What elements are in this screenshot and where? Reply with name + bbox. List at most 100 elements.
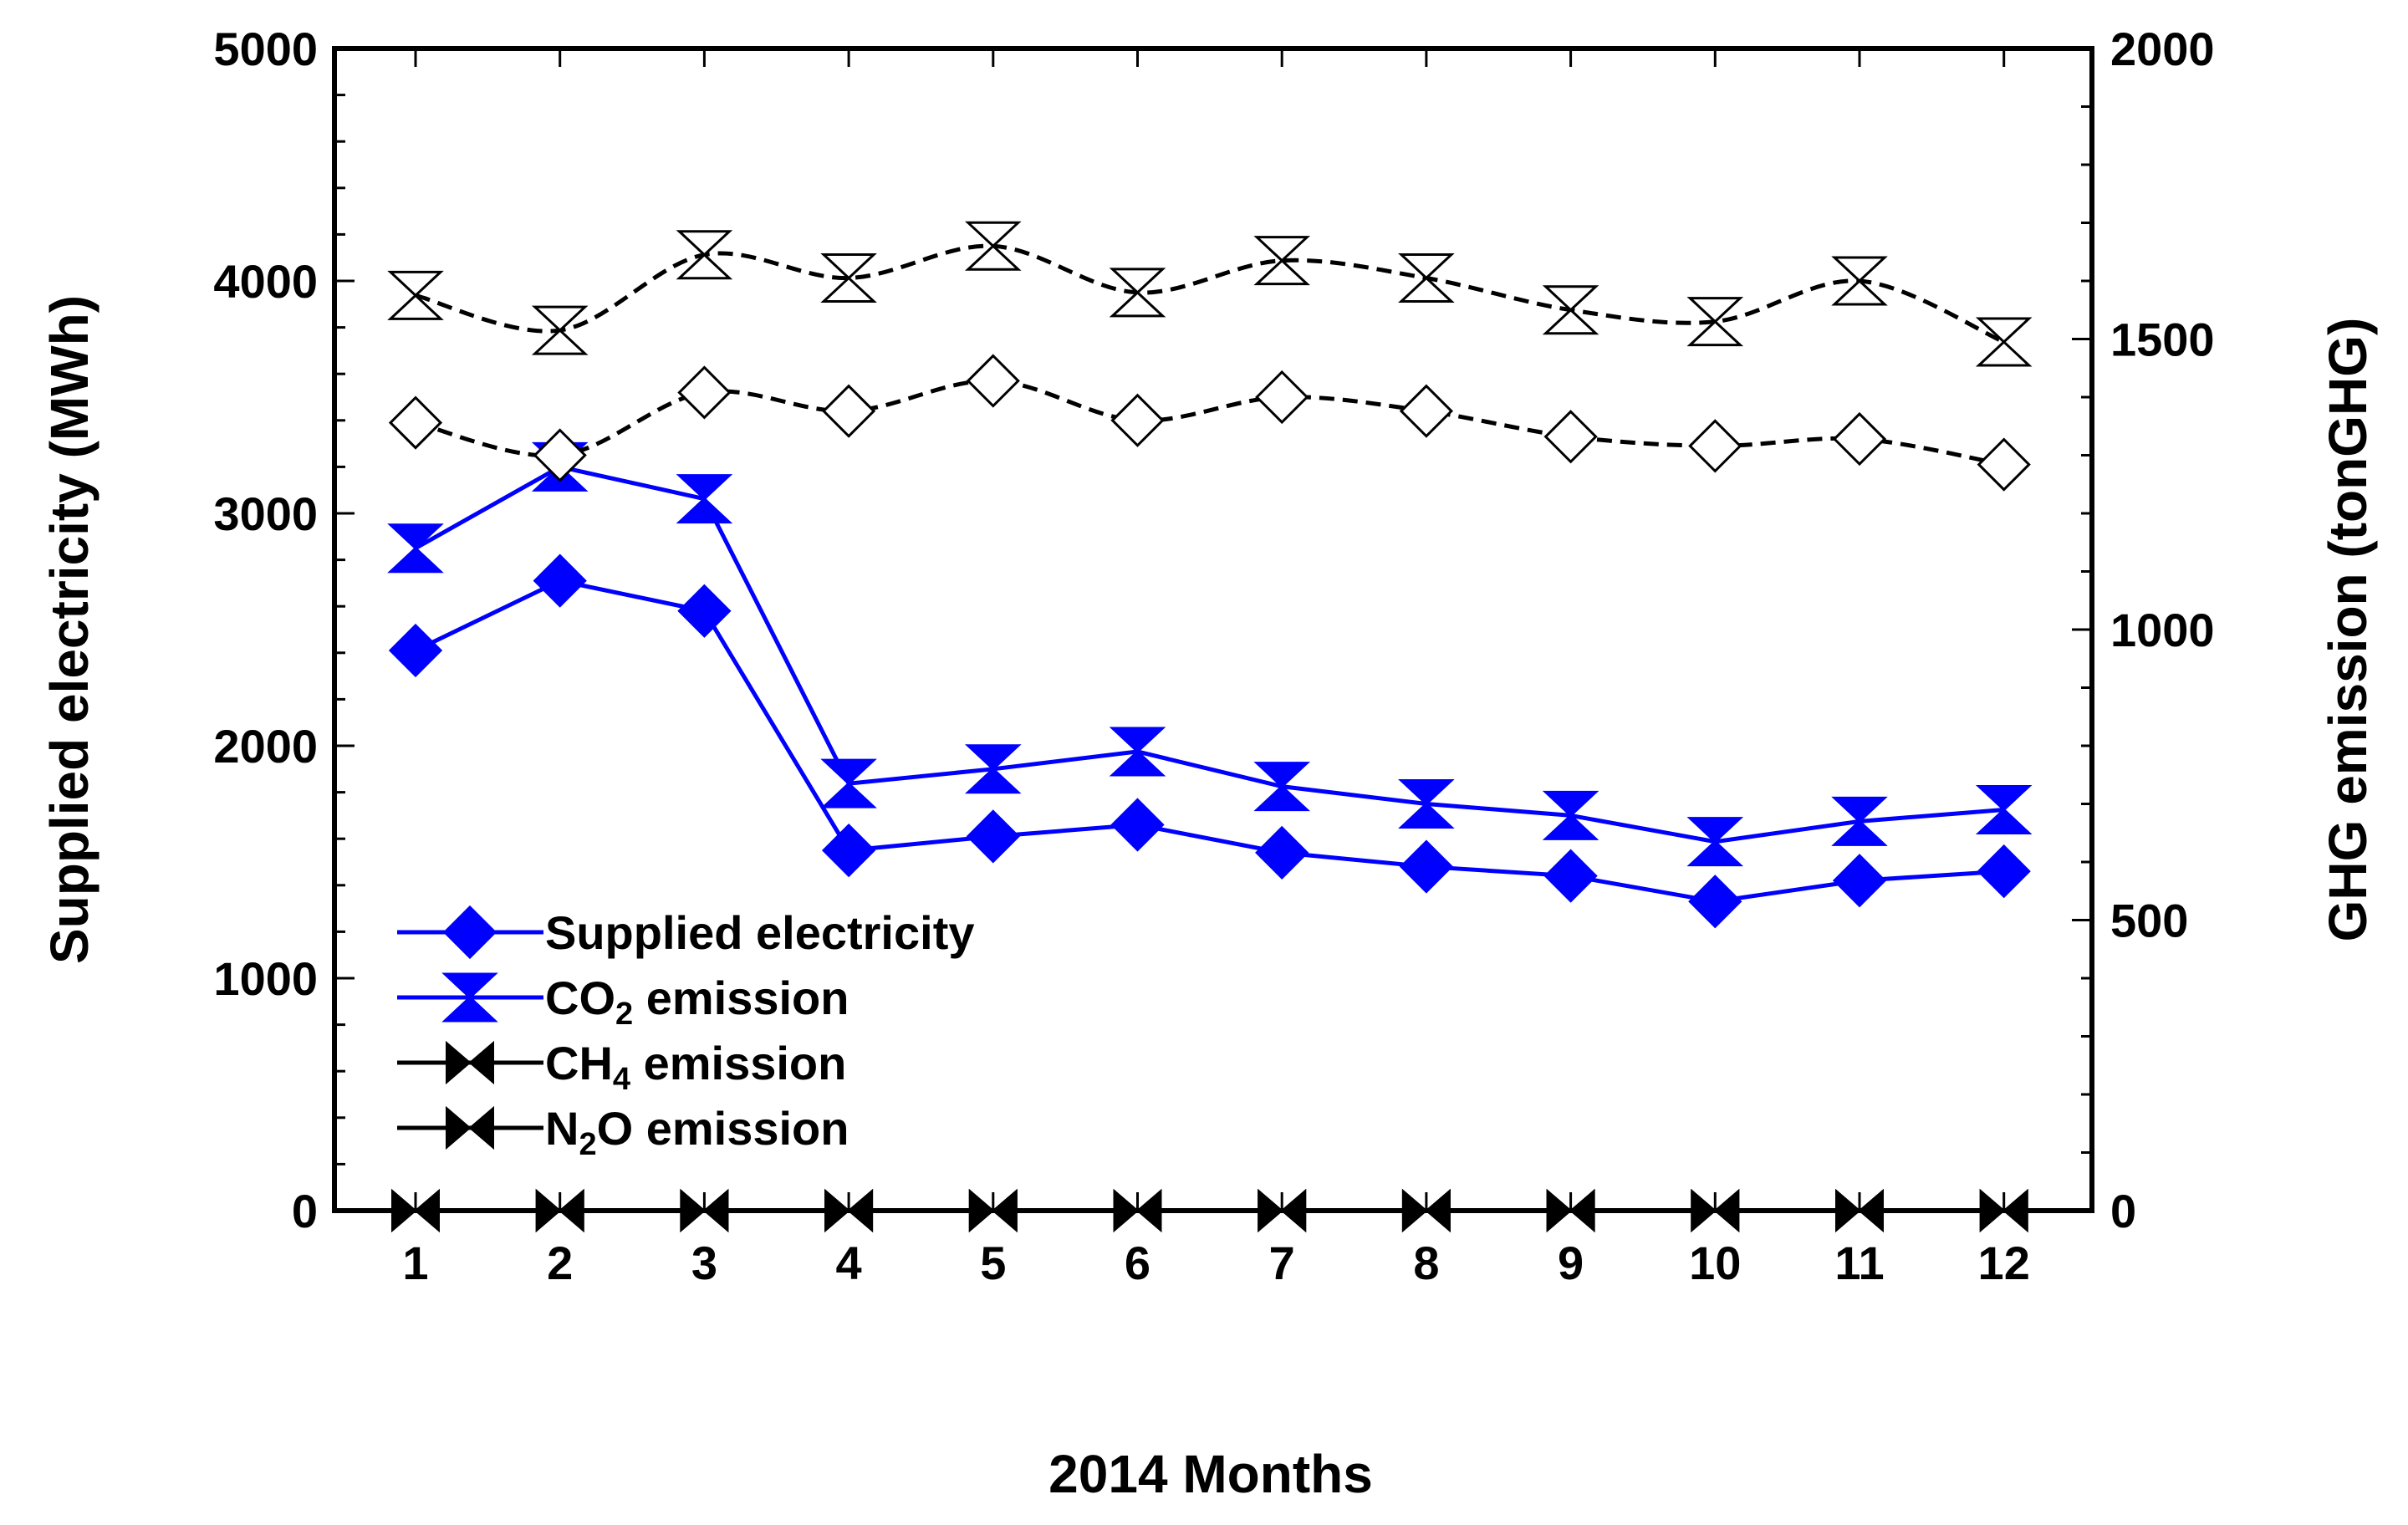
x-tick-label: 11 [1834,1237,1884,1289]
legend-label: Supplied electricity [545,906,975,959]
series-supplied_b [388,354,2031,492]
series-layer [387,221,2033,1233]
legend-label: CH4 emission [545,1037,846,1097]
x-tick-label: 7 [1269,1237,1295,1289]
data-point [1831,256,1888,306]
data-point [535,1188,584,1233]
data-point [1686,817,1744,867]
data-point [1113,1188,1162,1233]
data-point [821,823,876,878]
data-point [531,305,589,355]
data-point [442,905,497,960]
data-point [1977,844,2031,899]
legend-item-supplied: Supplied electricity [397,905,975,960]
y-tick-label: 3000 [213,487,318,540]
data-point [1691,1188,1740,1233]
y-tick-label: 4000 [213,255,318,308]
data-point [1688,419,1742,473]
data-point [388,395,443,450]
data-point [964,221,1022,271]
y2-tick-label: 1000 [2110,604,2215,656]
x-tick-label: 2 [547,1237,573,1289]
legend-label: N2O emission [545,1102,849,1162]
data-point [1542,790,1599,840]
data-point [1255,370,1309,425]
data-point [1109,727,1166,777]
series-line [415,379,2005,467]
x-tick-label: 10 [1689,1237,1741,1289]
x-tick-label: 12 [1978,1237,2030,1289]
data-point [1975,784,2033,834]
data-point [1253,236,1311,286]
series-co2 [387,441,2033,867]
data-point [820,758,877,808]
data-point [533,553,587,608]
data-point [1253,762,1311,812]
x-tick-label: 8 [1413,1237,1439,1289]
data-point [1835,1188,1884,1233]
y2-axis-title: GHG emission (tonGHG) [2318,318,2378,942]
data-point [391,1188,440,1233]
y-tick-label: 1000 [213,952,318,1005]
data-point [966,809,1020,864]
data-point [1398,253,1455,303]
x-tick-label: 9 [1558,1237,1584,1289]
y2-tick-label: 500 [2110,895,2188,947]
data-point [680,1188,729,1233]
data-point [1543,410,1598,464]
data-point [1399,384,1454,438]
data-point [1546,1188,1595,1233]
legend-item-co2: CO2 emission [397,972,849,1032]
data-point [1109,268,1166,318]
legend-label: CO2 emission [545,972,849,1032]
series-n2o [391,1188,2028,1233]
data-point [824,1188,874,1233]
data-point [1832,854,1887,908]
data-point [533,428,587,482]
data-point [820,253,877,303]
data-point [1543,849,1598,903]
x-tick-label: 3 [691,1237,717,1289]
y2-tick-label: 0 [2110,1185,2136,1237]
data-point [677,365,732,420]
data-point [446,1105,494,1150]
data-point [388,623,443,678]
data-point [1542,285,1599,335]
data-point [676,230,733,280]
y2-tick-label: 2000 [2110,23,2215,75]
data-point [1110,393,1165,447]
series-ghg_b [387,221,2033,367]
data-point [1398,779,1455,829]
series-line [414,578,2004,904]
data-point [1401,1188,1451,1233]
x-axis-title: 2014 Months [1048,1444,1373,1504]
data-point [1977,437,2031,492]
data-point [441,972,498,1023]
data-point [964,744,1022,794]
series-line [415,243,2005,344]
data-point [821,384,876,438]
data-point [1688,875,1742,929]
x-tick-label: 5 [980,1237,1006,1289]
data-point [1258,1188,1307,1233]
data-point [1832,411,1887,467]
legend-item-ch4: CH4 emission [397,1037,846,1097]
series-line [414,464,2004,844]
data-point [1110,798,1165,852]
data-point [968,1188,1018,1233]
x-tick-label: 4 [836,1237,862,1289]
data-point [1399,839,1454,894]
x-tick-label: 6 [1125,1237,1150,1289]
data-point [676,474,733,524]
data-point [677,584,732,638]
axis-ticks [334,47,2092,1212]
series-supplied [388,553,2031,929]
data-point [1979,1188,2028,1233]
data-point [966,354,1020,408]
data-point [1975,317,2033,367]
data-point [1255,825,1309,880]
x-tick-label: 1 [402,1237,428,1289]
